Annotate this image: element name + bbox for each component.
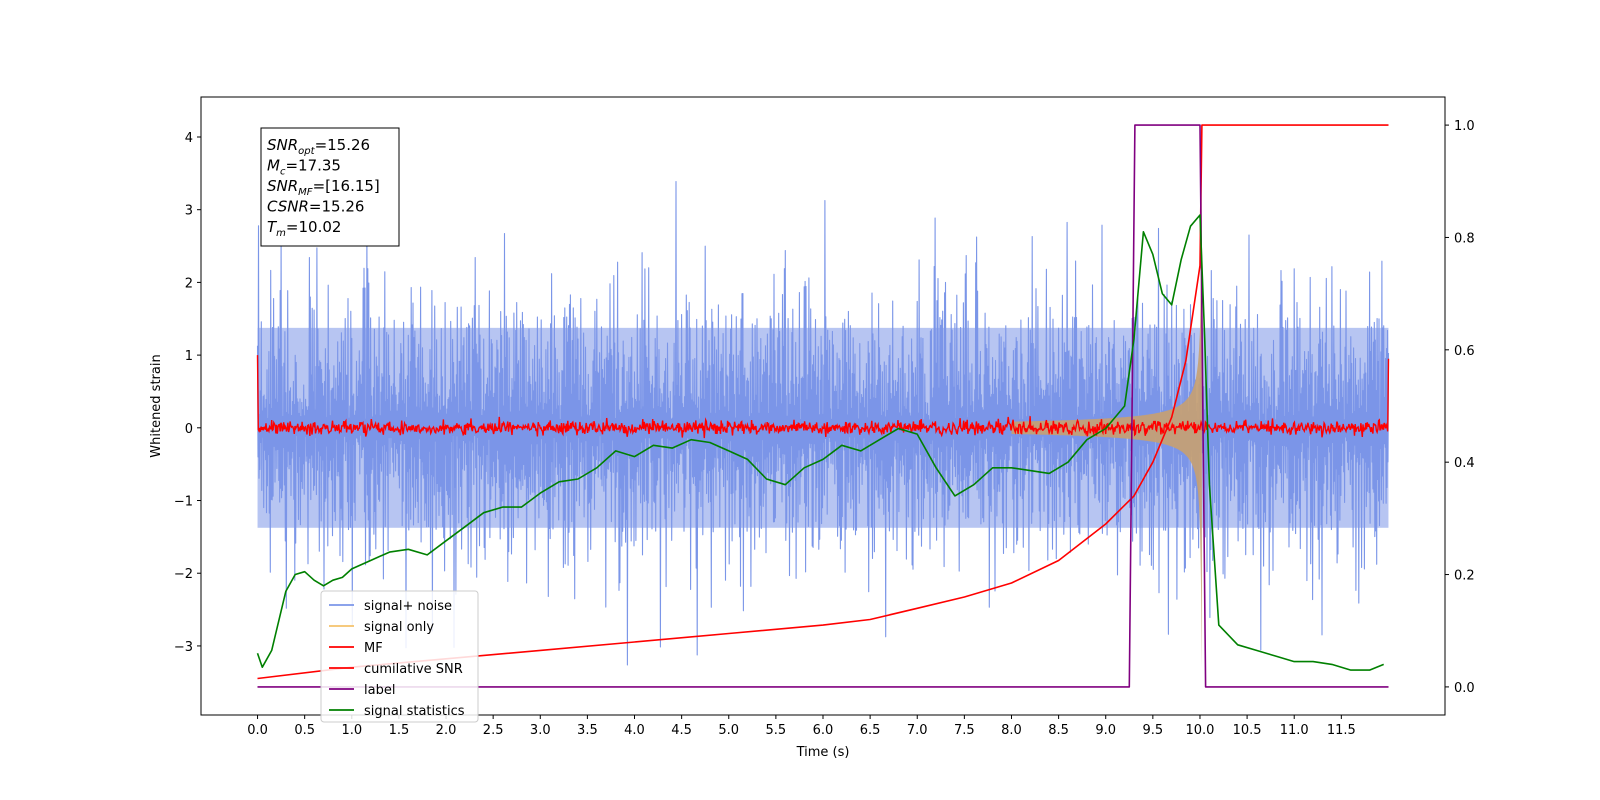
y-tick-label: −2 [174,567,193,582]
series-signal-statistics [256,214,1384,671]
series-label [257,124,1389,688]
info-box-frame [260,127,400,247]
x-tick-label: 3.0 [530,723,551,738]
y-axis-right: 1.0 0.8 0.6 0.4 0.2 0.0 [1445,119,1475,696]
x-tick-label: 0.5 [294,723,315,738]
info-box-line: Tm=10.02 [267,218,341,239]
y2-tick-label: 0.6 [1454,344,1475,359]
plot-layer [256,124,1390,688]
x-tick-label: 8.0 [1001,723,1022,738]
x-tick-label: 7.0 [907,723,928,738]
x-tick-label: 4.0 [624,723,645,738]
info-value: =15.26 [315,136,371,154]
x-axis: 0.0 0.5 1.0 1.5 2.0 2.5 3.0 3.5 4.0 4.5 5.0 5.5 6.0 6… [247,715,1356,738]
x-tick-label: 1.0 [341,723,362,738]
info-var: SNR [267,177,298,195]
y-tick-label: 2 [185,276,193,291]
x-axis-label: Time (s) [796,745,850,760]
info-var-subscript: opt [298,146,315,157]
info-var-subscript: c [280,167,286,178]
info-value: =15.26 [309,198,365,216]
info-var: CSNR [267,198,309,216]
x-tick-label: 9.5 [1143,723,1164,738]
x-tick-label: 4.5 [671,723,692,738]
series-mf [256,355,1390,439]
series-cumilative-snr [257,124,1389,680]
legend-label: MF [364,641,383,656]
x-tick-label: 7.5 [954,723,975,738]
info-var: T [267,218,278,236]
info-box-line: CSNR=15.26 [267,198,364,216]
x-tick-label: 6.5 [860,723,881,738]
legend-label: signal+ noise [364,599,452,614]
x-tick-label: 10.5 [1233,723,1262,738]
info-box: SNRopt=15.26Mc=17.35SNRMF=[16.15]CSNR=15… [260,127,400,247]
x-tick-label: 5.5 [766,723,787,738]
y2-tick-label: 0.4 [1454,456,1475,471]
x-tick-label: 3.5 [577,723,598,738]
info-value: =17.35 [285,157,341,175]
legend-label: cumilative SNR [364,662,463,677]
legend-frame [320,590,479,723]
info-var: SNR [267,136,298,154]
info-box-line: SNRopt=15.26 [267,136,370,157]
x-tick-label: 9.0 [1095,723,1116,738]
x-tick-label: 0.0 [247,723,268,738]
y2-tick-label: 0.8 [1454,231,1475,246]
x-tick-label: 6.0 [813,723,834,738]
legend-label: signal statistics [364,704,465,719]
x-tick-label: 8.5 [1048,723,1069,738]
x-tick-label: 11.5 [1327,723,1356,738]
y-axis-left: 4 3 2 1 0 −1 −2 −3 [174,131,201,655]
info-var-subscript: m [276,228,286,239]
plot-series [256,124,1390,688]
y-tick-label: 4 [185,131,193,146]
legend-label: signal only [364,620,434,635]
y2-tick-label: 0.2 [1454,569,1475,584]
x-tick-label: 1.5 [389,723,410,738]
y-axis-label: Whitened strain [149,354,164,457]
x-tick-label: 2.0 [436,723,457,738]
y-tick-label: 1 [185,349,193,364]
info-value: =[16.15] [313,177,380,195]
info-value: =10.02 [286,218,342,236]
info-box-line: Mc=17.35 [267,157,341,178]
y2-tick-label: 0.0 [1454,681,1475,696]
y-tick-label: −1 [174,495,193,510]
y2-tick-label: 1.0 [1454,119,1475,134]
y-tick-label: 0 [185,422,193,437]
legend: signal+ noise signal only MF cumilative SNR… [320,590,479,723]
info-var: M [267,157,280,175]
x-tick-label: 11.0 [1280,723,1309,738]
y-tick-label: 3 [185,204,193,219]
x-tick-label: 5.0 [718,723,739,738]
y-tick-label: −3 [174,640,193,655]
legend-label: label [364,683,395,698]
info-box-line: SNRMF=[16.15] [267,177,380,198]
x-tick-label: 10.0 [1185,723,1214,738]
info-var-subscript: MF [298,187,313,198]
x-tick-label: 2.5 [483,723,504,738]
